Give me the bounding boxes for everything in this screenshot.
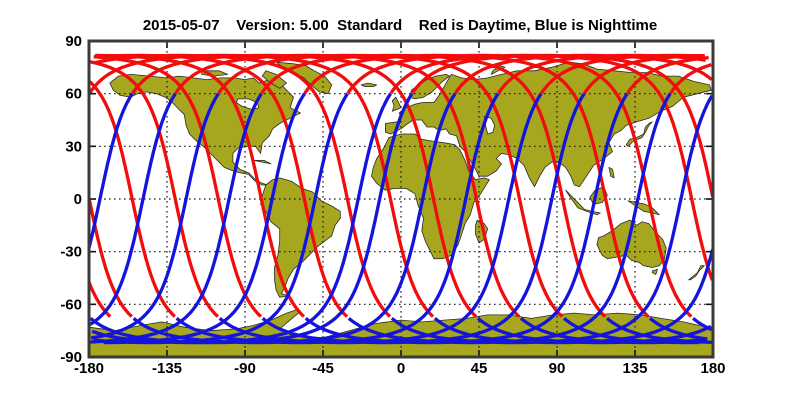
x-tick-label: -45 bbox=[312, 360, 334, 377]
axis-ticks-layer bbox=[88, 40, 714, 358]
x-tick-label: -90 bbox=[234, 360, 256, 377]
nighttime-track-layer bbox=[89, 92, 713, 345]
y-tick-label: -90 bbox=[60, 349, 82, 366]
y-tick-label: 60 bbox=[65, 86, 82, 103]
chart-title: 2015-05-07 Version: 5.00 Standard Red is… bbox=[143, 17, 657, 34]
land-polygon bbox=[688, 265, 705, 281]
gridlines-layer bbox=[89, 41, 713, 357]
plot-frame bbox=[87, 39, 715, 359]
land-polygon bbox=[253, 160, 272, 165]
y-tick-label: -30 bbox=[60, 244, 82, 261]
land-polygon bbox=[608, 167, 615, 179]
x-tick-label: 180 bbox=[700, 360, 725, 377]
y-tick-label: 0 bbox=[74, 191, 82, 208]
nighttime-ground-track bbox=[89, 92, 713, 345]
x-tick-label: 0 bbox=[397, 360, 405, 377]
land-polygon bbox=[565, 189, 601, 216]
land-polygon bbox=[360, 82, 378, 87]
x-tick-label: 45 bbox=[471, 360, 488, 377]
x-tick-label: 90 bbox=[549, 360, 566, 377]
y-tick-label: -60 bbox=[60, 296, 82, 313]
x-tick-label: 135 bbox=[622, 360, 647, 377]
x-tick-label: -135 bbox=[152, 360, 182, 377]
land-polygon bbox=[651, 268, 658, 275]
y-axis-labels: 90 60 30 0 -30 -60 -90 bbox=[60, 33, 82, 366]
land-polygon bbox=[391, 96, 402, 112]
x-axis-labels: -180 -135 -90 -45 0 45 90 135 180 bbox=[74, 360, 726, 377]
land-polygon bbox=[625, 121, 653, 147]
y-tick-label: 90 bbox=[65, 33, 82, 50]
x-tick-label: -180 bbox=[74, 360, 104, 377]
daytime-track-layer bbox=[89, 53, 713, 318]
y-tick-label: 30 bbox=[65, 138, 82, 155]
daytime-ground-track bbox=[89, 53, 713, 318]
